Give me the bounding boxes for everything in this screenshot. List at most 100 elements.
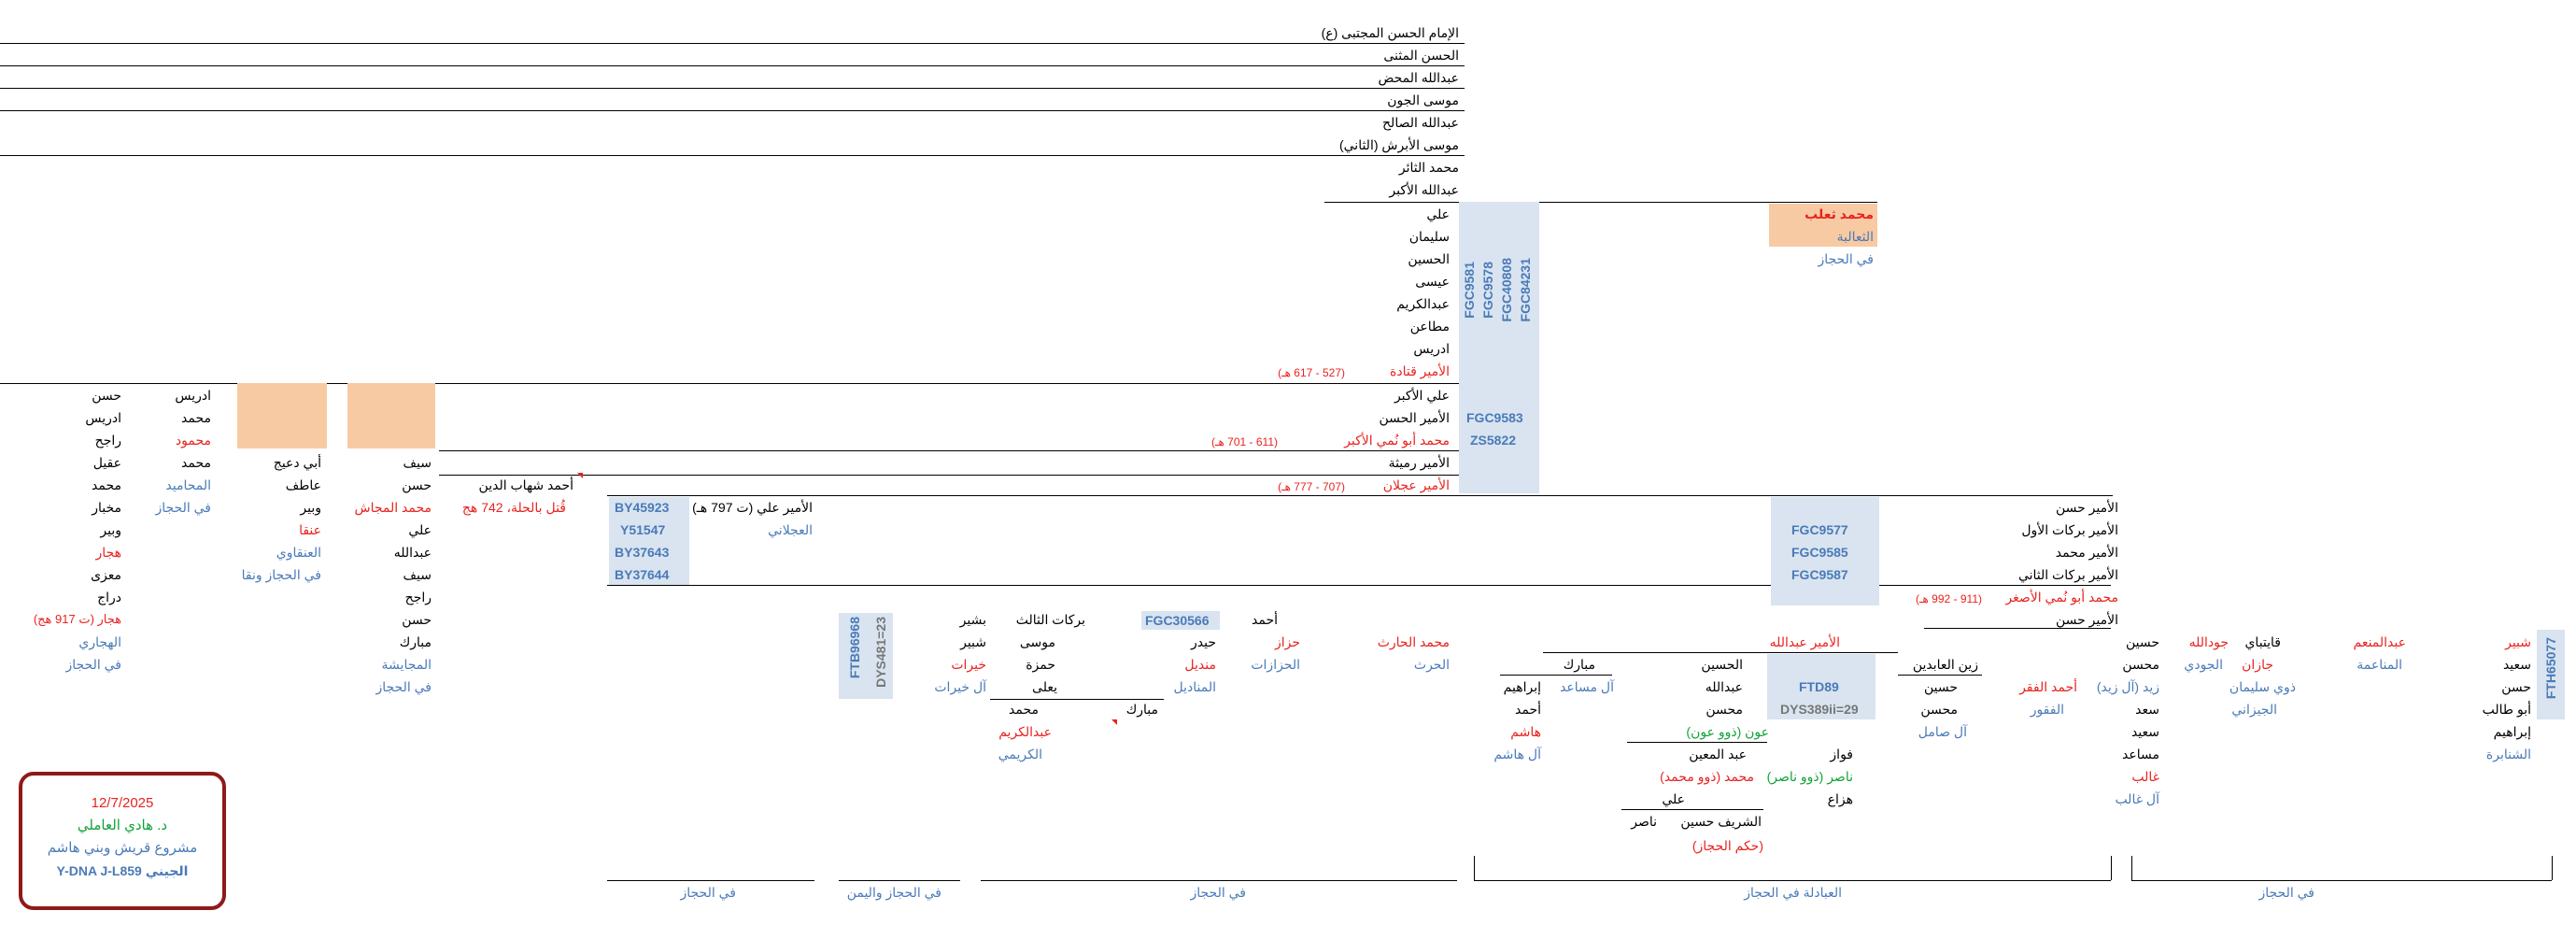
hazza-name: هزاع [1827,791,1853,806]
spine-name: ادريس [1413,341,1450,356]
hujari-name: هجار [95,545,121,560]
card-date: 12/7/2025 [91,795,154,811]
comment-marker [1111,719,1117,725]
bracket-label: في الحجاز [1190,885,1246,900]
right-col4-name: سعد [2135,702,2159,717]
right-col1-name: سعيد [2502,657,2531,672]
khayrat-tribe: آل خيرات [934,679,986,694]
ibrahim-name: إبراهيم [1503,679,1541,694]
shihab-name: أحمد شهاب الدين [478,477,573,492]
hijaz-rule: (حكم الحجاز) [1691,838,1763,853]
snp-label: FGC30566 [1145,613,1210,628]
bracket [607,880,814,881]
bracket [2131,880,2552,881]
khayrat-name: شبير [960,634,986,649]
barakat-name: الأمير بركات الثاني [2017,567,2118,582]
spine-name: عبدالله الصالح [1382,115,1459,130]
hujari-name: مخبار [92,500,121,515]
right-col1-name: شبير [2505,634,2531,649]
khayrat-name: خيرات [951,657,986,672]
card-haplogroup: Y-DNA J-L859 الجيني [56,863,189,878]
bracket [981,880,1457,881]
spine-name: سليمان [1408,229,1450,244]
zain-kid: محسن [1920,702,1958,717]
spine-name: الأمير الحسن [1379,410,1450,425]
barakat3-left: مبارك [1125,702,1158,717]
right-col4-name: غالب [2131,769,2159,784]
barakat-name: محمد أبو نُمي الأصغر [2005,590,2118,605]
haydar-name: منديل [1184,657,1216,672]
harith-name: محمد الحارث [1377,634,1450,649]
mujashsh-tribe: المجايشة [381,657,432,672]
divider [439,475,1465,476]
divider [1898,675,1982,676]
bracket [839,880,960,881]
barakat-name: الأمير حسن [2055,612,2118,627]
hujari-tribe: الهجاري [78,634,121,649]
snp-label: FGC9583 [1466,410,1523,425]
taalib-name: محمد ثعلب [1805,206,1874,221]
hujari-name: محمد [92,477,121,492]
hujari-name: وبير [100,522,121,537]
mujashsh-name: حسن [402,477,432,492]
snp-label: FGC9585 [1791,545,1848,560]
hamamid-name: محمد [181,410,211,425]
ibrahim-tribe: آل هاشم [1493,747,1541,761]
spine-name: موسى الجون [1387,92,1459,107]
barakat-name: الأمير بركات الأول [2021,522,2118,537]
hujari-name: معزى [91,567,121,582]
mujashsh-name: مبارك [399,634,432,649]
bracket-label: في الحجاز [680,885,736,900]
highlight-box [1769,204,1877,247]
mujashsh-name: راجح [404,590,432,605]
right-col4-name: حسين [2125,634,2159,649]
mubarak-tribe: آل مساعد [1560,679,1614,694]
snp-box [609,497,689,585]
divider [607,495,2113,496]
bracket-label: في الحجاز واليمن [846,885,941,900]
hamamid-tribe: المحاميد [165,477,211,492]
ali-797-name: الأمير علي (ت 797 هـ) [692,500,813,515]
hussein-name: عبدالله [1705,679,1743,694]
spine-name: الأمير رميثة [1388,455,1450,470]
ateef-name: عنقا [299,522,321,537]
highlight-box [237,383,327,448]
spine-name: الإمام الحسن المجتبى (ع) [1321,25,1459,40]
bracket [1474,856,1475,880]
qaitbay-name: قايتباي [2244,634,2281,649]
highlight-box [347,383,435,448]
right-col1-name: إبراهيم [2493,724,2531,739]
haydar-tribe: المناديل [1173,679,1216,694]
snp-label: FTD89 [1799,679,1839,694]
divider [0,155,1465,156]
snp-box [2537,630,2565,719]
snp-label: BY37644 [615,567,670,582]
hujari-name: ادريس [85,410,121,425]
hazzaz-name: حزاز [1274,634,1300,649]
right-col4-name: مساعد [2122,747,2159,761]
divider [1621,809,1763,810]
muhammad-name: محمد (ذوو محمد) [1660,769,1754,784]
mujashsh-name: عبدالله [393,545,432,560]
moneim-tribe: المناعمة [2357,657,2402,672]
snp-label: FGC9587 [1791,567,1848,582]
zain-kid: حسين [1923,679,1958,694]
nasir-name: ناصر [1631,814,1657,829]
hussein-name: الحسين [1701,657,1743,672]
divider [1500,675,1612,676]
divider [813,585,2111,586]
snp-label: FTB96968 [847,617,862,679]
snp-box [1771,497,1879,605]
snp-box [839,613,893,699]
snp-column [1459,202,1539,493]
barakat3-name: يعلى [1032,679,1057,694]
ateef-place: في الحجاز ونقا [241,567,321,582]
barakat-date: (911 - 992 هـ) [1915,592,1982,605]
barakat3-name: موسى [1019,634,1055,649]
snp-label: FGC9578 [1480,262,1495,319]
right-col1-name: أبو طالب [2482,702,2531,717]
muin-name: عبد المعين [1689,747,1747,761]
sharif-name: الشريف حسين [1680,814,1762,829]
barakat-name: الأمير حسن [2055,500,2118,515]
snp-label: BY37643 [615,545,670,560]
